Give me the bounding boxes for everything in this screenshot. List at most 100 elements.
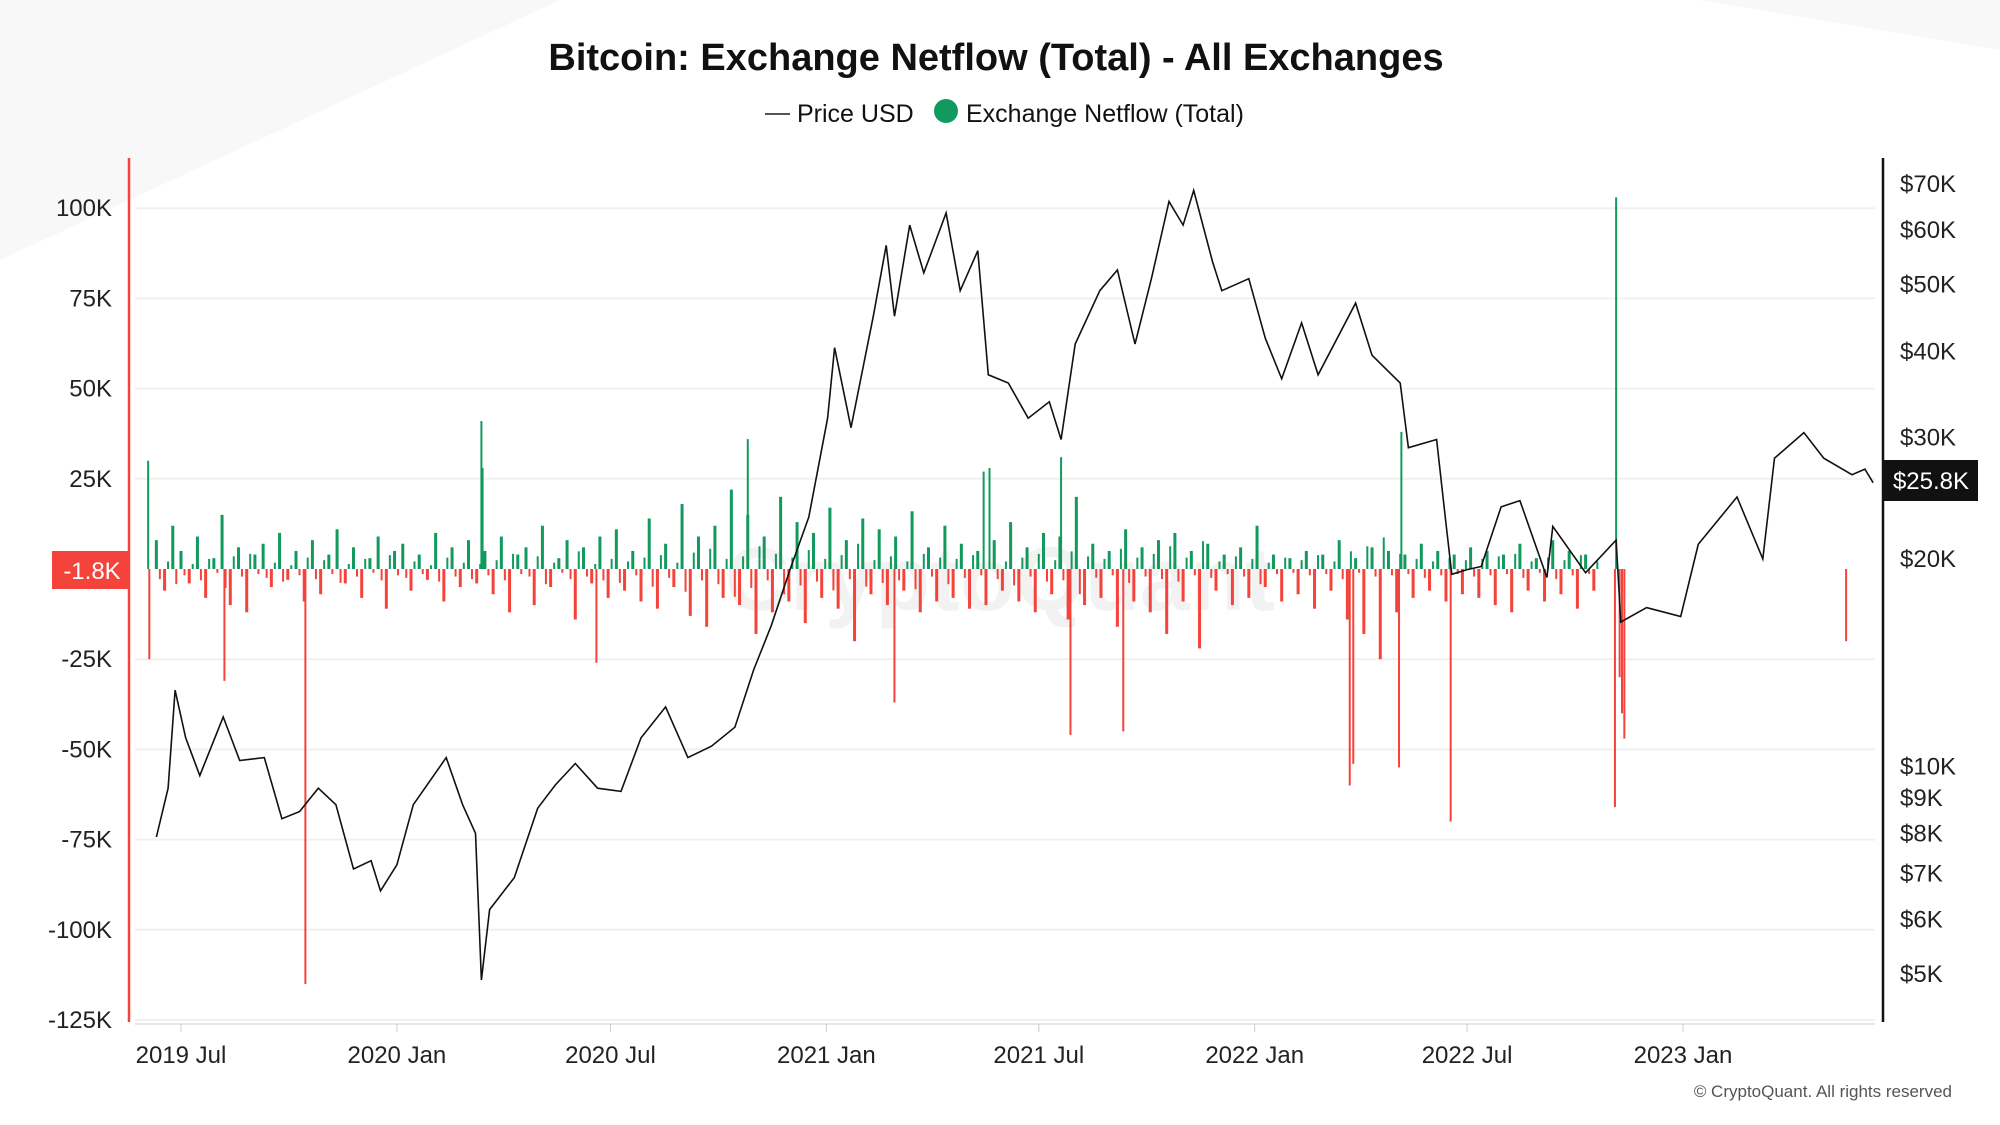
price-line [155, 187, 1874, 981]
netflow-bar [199, 569, 202, 581]
right-tick-label: $20K [1900, 546, 1956, 573]
netflow-bar [1029, 569, 1032, 577]
netflow-bar [1358, 569, 1361, 573]
netflow-bar [1563, 560, 1566, 569]
netflow-bar [1448, 557, 1451, 569]
right-tick-label: $7K [1900, 860, 1943, 887]
netflow-bar [1017, 569, 1021, 602]
netflow-bar [1423, 569, 1426, 578]
netflow-bar [228, 569, 232, 606]
netflow-bar [926, 547, 930, 569]
netflow-bar [413, 561, 416, 569]
netflow-bar [483, 550, 487, 569]
netflow-spike-bar [1613, 569, 1616, 808]
netflow-bar [487, 569, 490, 576]
netflow-bar [1292, 569, 1295, 573]
netflow-bar [721, 569, 725, 598]
netflow-bar [1345, 569, 1349, 620]
netflow-bar [1181, 569, 1185, 602]
netflow-bar [631, 550, 635, 569]
netflow-spike-bar [1398, 569, 1401, 768]
netflow-bar [1341, 569, 1344, 580]
netflow-bar [623, 569, 627, 591]
netflow-bar [294, 550, 298, 569]
netflow-bar [232, 556, 235, 569]
netflow-bar [1588, 569, 1591, 575]
netflow-bar [302, 569, 306, 602]
netflow-bar [508, 569, 512, 613]
netflow-bar [1308, 569, 1311, 576]
watermark: CryptoQuant [725, 530, 1275, 630]
netflow-bar [257, 569, 260, 575]
netflow-bar [187, 569, 191, 584]
netflow-bar [1497, 556, 1500, 569]
left-tick-label: 75K [69, 285, 112, 312]
netflow-bar [639, 569, 643, 602]
netflow-bar [1115, 569, 1119, 627]
netflow-bar [943, 525, 947, 569]
netflow-bar [224, 569, 227, 588]
netflow-bar [935, 569, 939, 602]
netflow-bar [885, 569, 889, 606]
netflow-bar [1317, 555, 1320, 569]
netflow-bar [898, 569, 901, 581]
netflow-bar [1538, 569, 1541, 573]
netflow-bar [466, 540, 470, 569]
netflow-bar [1247, 569, 1251, 598]
netflow-spike-bar [1060, 457, 1063, 569]
netflow-bar [733, 569, 736, 597]
netflow-spike-bar [1623, 569, 1626, 739]
netflow-bar [495, 560, 498, 569]
netflow-bar [1501, 554, 1505, 569]
netflow-bar [955, 558, 958, 569]
netflow-spike-bar [148, 569, 151, 660]
netflow-bar [1206, 543, 1210, 569]
netflow-bar [684, 569, 687, 592]
netflow-bar [602, 569, 605, 581]
netflow-bar [1530, 561, 1533, 569]
left-tick-label: 25K [69, 466, 112, 493]
netflow-bar [853, 569, 857, 642]
netflow-bar [220, 514, 224, 569]
netflow-bar [405, 569, 408, 578]
netflow-bar [807, 550, 810, 569]
left-tick-label: -100K [48, 917, 112, 944]
netflow-bar [343, 569, 347, 584]
netflow-bar [163, 569, 167, 591]
netflow-bar [1473, 569, 1476, 577]
x-tick-label: 2020 Jan [348, 1042, 447, 1069]
netflow-bar [540, 525, 544, 569]
x-tick-label: 2021 Jan [777, 1042, 876, 1069]
netflow-bar [269, 569, 273, 588]
legend-price-label[interactable]: Price USD [797, 100, 914, 128]
netflow-bar [676, 562, 679, 569]
netflow-bar [1337, 540, 1341, 569]
netflow-bar [368, 558, 372, 569]
netflow-bar [840, 555, 843, 569]
netflow-bar [1555, 569, 1558, 580]
right-tick-label: $40K [1900, 338, 1956, 365]
netflow-bar [1152, 553, 1155, 569]
legend-netflow-label[interactable]: Exchange Netflow (Total) [966, 100, 1244, 128]
netflow-bar [1267, 562, 1270, 569]
netflow-bar [1428, 569, 1432, 591]
netflow-bar [713, 525, 717, 569]
netflow-bar [1083, 569, 1087, 606]
netflow-bar [479, 563, 482, 569]
netflow-bar [696, 536, 700, 569]
netflow-bar [1444, 569, 1448, 602]
netflow-bar [1300, 560, 1303, 569]
netflow-bar [462, 562, 465, 569]
netflow-bar [1349, 551, 1352, 569]
netflow-bar [306, 557, 309, 569]
right-tick-label: $5K [1900, 961, 1943, 988]
netflow-bar [1078, 569, 1081, 595]
netflow-bar [1526, 569, 1530, 591]
netflow-bar [1087, 556, 1090, 569]
netflow-bar [1374, 569, 1377, 577]
netflow-bar [779, 496, 783, 569]
netflow-bar [1033, 569, 1037, 613]
netflow-bar [388, 555, 391, 569]
netflow-bar [1160, 569, 1163, 580]
netflow-bar [590, 569, 594, 584]
